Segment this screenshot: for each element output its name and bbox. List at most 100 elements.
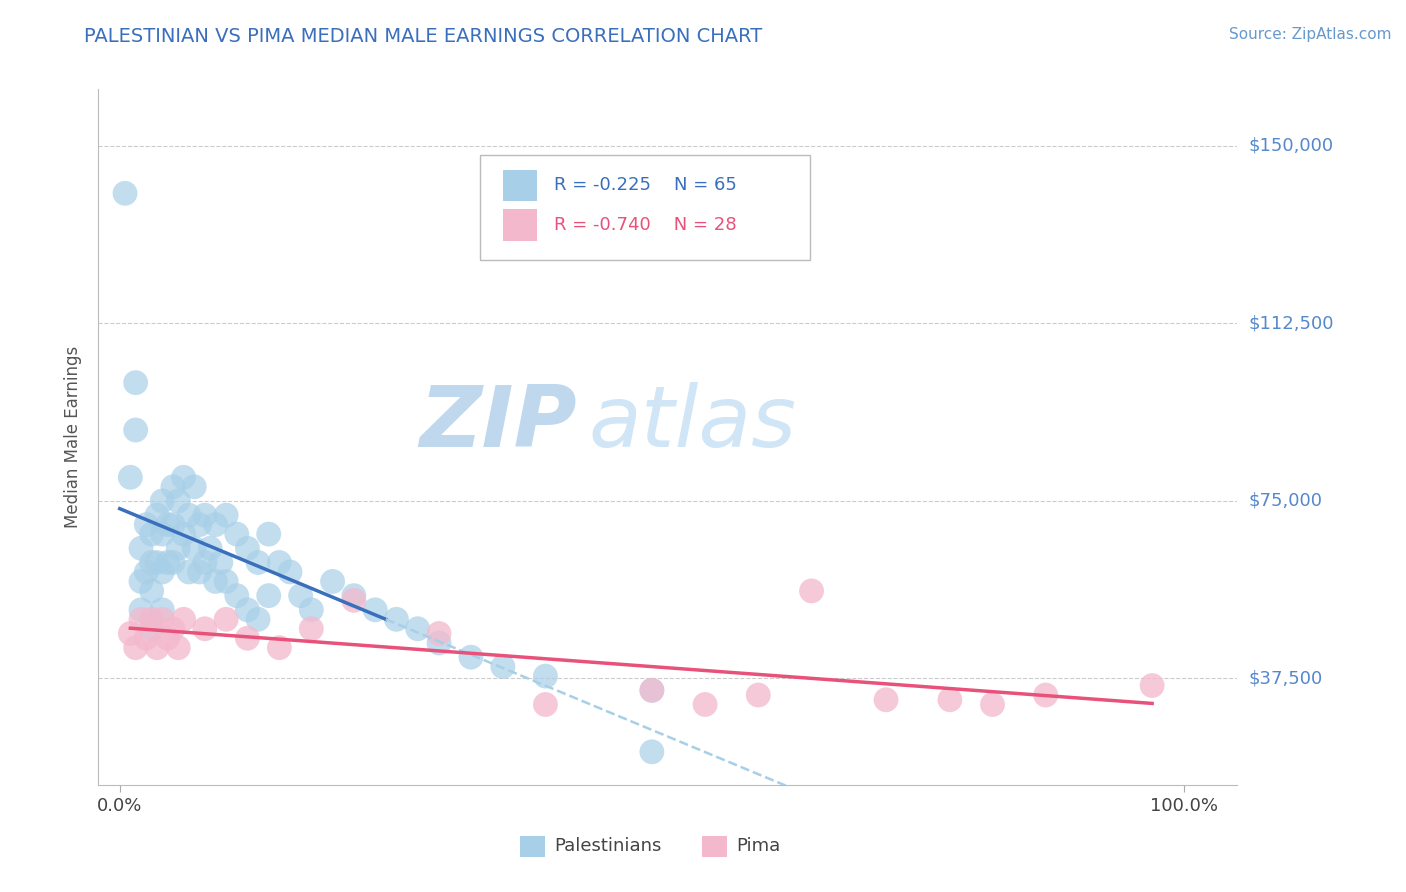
Point — [162, 480, 184, 494]
Point — [146, 556, 169, 570]
Point — [194, 556, 217, 570]
Point — [156, 632, 179, 646]
Point — [290, 589, 312, 603]
Point — [981, 698, 1004, 712]
Point — [177, 565, 200, 579]
Text: $37,500: $37,500 — [1249, 670, 1323, 688]
Text: Palestinians: Palestinians — [554, 838, 661, 855]
Point — [343, 593, 366, 607]
FancyBboxPatch shape — [479, 155, 810, 260]
Point — [177, 508, 200, 523]
Text: PALESTINIAN VS PIMA MEDIAN MALE EARNINGS CORRELATION CHART: PALESTINIAN VS PIMA MEDIAN MALE EARNINGS… — [84, 27, 762, 45]
Text: Source: ZipAtlas.com: Source: ZipAtlas.com — [1229, 27, 1392, 42]
Point — [299, 603, 322, 617]
Point — [162, 556, 184, 570]
Point — [124, 640, 146, 655]
Point — [693, 698, 716, 712]
Point — [150, 612, 173, 626]
Point — [939, 692, 962, 706]
Point — [194, 622, 217, 636]
Text: $75,000: $75,000 — [1249, 492, 1323, 510]
Point — [215, 508, 238, 523]
Point — [225, 589, 247, 603]
Point — [299, 622, 322, 636]
Point — [204, 517, 226, 532]
Point — [1035, 688, 1057, 702]
Point — [641, 683, 664, 698]
FancyBboxPatch shape — [702, 836, 727, 856]
Point — [194, 508, 217, 523]
Point — [204, 574, 226, 589]
Point — [167, 541, 190, 556]
Point — [156, 556, 179, 570]
Point — [534, 669, 557, 683]
Point — [257, 527, 280, 541]
Point — [188, 565, 211, 579]
FancyBboxPatch shape — [520, 836, 546, 856]
Point — [747, 688, 769, 702]
Point — [641, 745, 664, 759]
Text: $112,500: $112,500 — [1249, 315, 1334, 333]
Point — [135, 517, 157, 532]
FancyBboxPatch shape — [503, 169, 537, 201]
Point — [236, 632, 259, 646]
Point — [427, 626, 450, 640]
Point — [364, 603, 387, 617]
Point — [173, 527, 195, 541]
Point — [173, 612, 195, 626]
Point — [120, 626, 142, 640]
Point — [278, 565, 301, 579]
Point — [183, 480, 205, 494]
Text: Pima: Pima — [737, 838, 780, 855]
Point — [269, 640, 291, 655]
Point — [209, 556, 232, 570]
Point — [124, 423, 146, 437]
Point — [129, 574, 152, 589]
Point — [492, 659, 515, 673]
Point — [534, 698, 557, 712]
Point — [156, 517, 179, 532]
Point — [141, 583, 163, 598]
Point — [129, 541, 152, 556]
Point — [150, 603, 173, 617]
Point — [167, 640, 190, 655]
Point — [114, 186, 136, 201]
Point — [135, 632, 157, 646]
Point — [167, 494, 190, 508]
Point — [800, 583, 823, 598]
Point — [225, 527, 247, 541]
Point — [247, 556, 270, 570]
Point — [146, 640, 169, 655]
Point — [129, 603, 152, 617]
Point — [150, 494, 173, 508]
Point — [146, 508, 169, 523]
Text: atlas: atlas — [588, 382, 796, 465]
Point — [269, 556, 291, 570]
Text: $150,000: $150,000 — [1249, 137, 1333, 155]
Y-axis label: Median Male Earnings: Median Male Earnings — [65, 346, 83, 528]
Point — [236, 541, 259, 556]
Point — [120, 470, 142, 484]
FancyBboxPatch shape — [503, 210, 537, 241]
Point — [198, 541, 221, 556]
Point — [124, 376, 146, 390]
Point — [129, 612, 152, 626]
Text: R = -0.740    N = 28: R = -0.740 N = 28 — [554, 216, 737, 234]
Point — [257, 589, 280, 603]
Point — [188, 517, 211, 532]
Point — [247, 612, 270, 626]
Point — [406, 622, 429, 636]
Point — [322, 574, 344, 589]
Text: R = -0.225    N = 65: R = -0.225 N = 65 — [554, 177, 737, 194]
Point — [162, 517, 184, 532]
Point — [215, 574, 238, 589]
Point — [343, 589, 366, 603]
Point — [141, 622, 163, 636]
Point — [141, 527, 163, 541]
Point — [150, 527, 173, 541]
Point — [135, 565, 157, 579]
Point — [173, 470, 195, 484]
Point — [427, 636, 450, 650]
Point — [460, 650, 482, 665]
Point — [150, 565, 173, 579]
